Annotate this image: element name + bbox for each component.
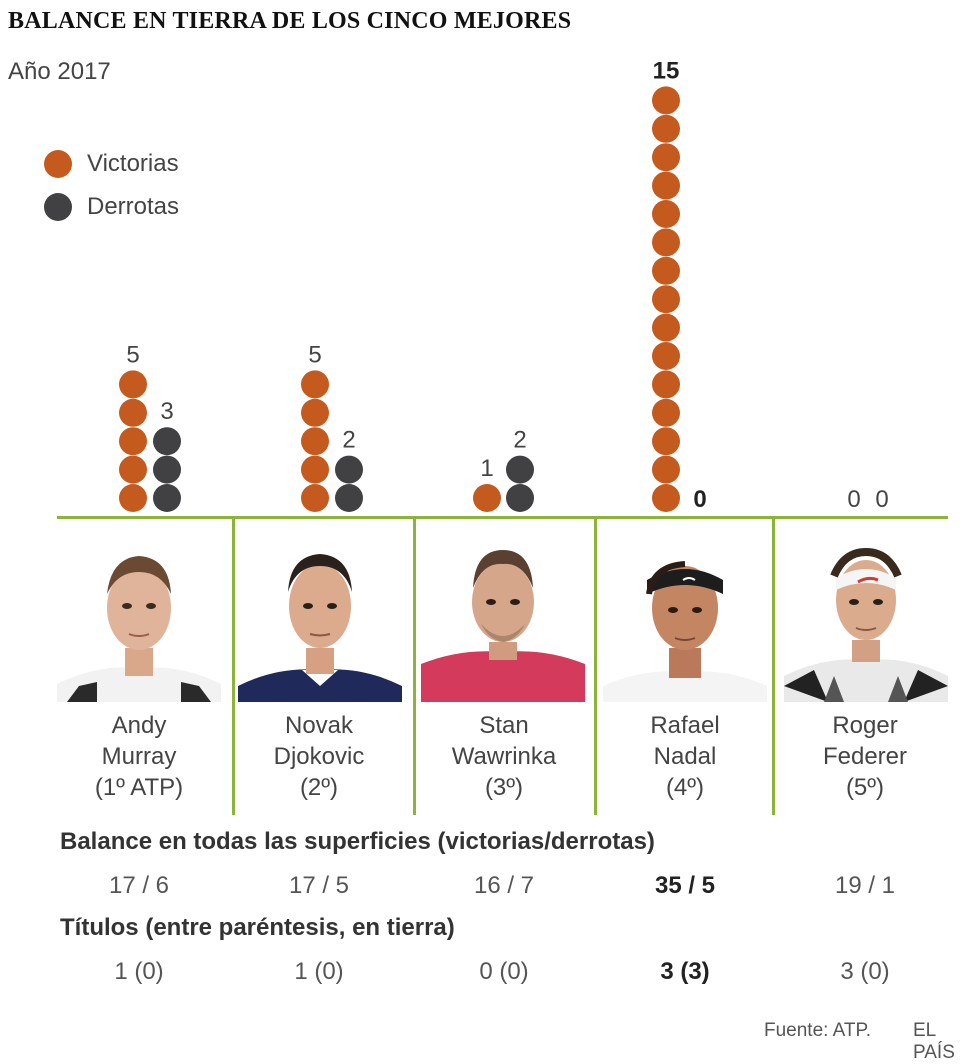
legend-label-wins: Victorias — [87, 149, 179, 177]
win-dot — [119, 484, 147, 512]
win-dot — [119, 455, 147, 484]
win-dot — [301, 370, 329, 399]
win-dot — [652, 256, 680, 285]
player-rank: (4º) — [665, 774, 705, 801]
all-surfaces-value: 35 / 5 — [654, 872, 716, 899]
all-surfaces-value: 16 / 7 — [473, 872, 535, 899]
player-name-murray: Andy Murray (1º ATP) — [49, 710, 229, 803]
win-dot — [652, 285, 680, 314]
titles-heading: Títulos (entre paréntesis, en tierra) — [60, 914, 455, 941]
titles-value: 1 (0) — [114, 958, 164, 985]
all-surfaces-value: 19 / 1 — [834, 872, 896, 899]
player-photo-djokovic — [238, 536, 402, 702]
win-dot — [301, 398, 329, 427]
win-dot — [652, 86, 680, 115]
win-dot — [652, 342, 680, 370]
chart-title: BALANCE EN TIERRA DE LOS CINCO MEJORES — [8, 8, 572, 34]
player-last-name: Wawrinka — [451, 743, 557, 770]
player-rank: (1º ATP) — [94, 774, 184, 801]
player-photo-murray — [57, 536, 221, 702]
win-dot — [652, 200, 680, 228]
win-dot — [652, 484, 680, 512]
wins-dot-icon — [44, 149, 72, 178]
player-first-name: Roger — [832, 712, 898, 739]
loss-dot — [153, 484, 181, 512]
loss-dot — [153, 427, 181, 456]
losses-value-label: 2 — [342, 427, 355, 454]
player-last-name: Nadal — [653, 743, 717, 770]
loss-dot — [335, 484, 363, 512]
legend-label-losses: Derrotas — [87, 192, 180, 220]
win-dot — [652, 228, 680, 257]
player-name-wawrinka: Stan Wawrinka (3º) — [414, 710, 594, 803]
player-first-name: Andy — [111, 712, 167, 739]
win-dot — [652, 313, 680, 342]
losses-value-label: 0 — [875, 486, 888, 513]
column-divider — [594, 517, 597, 815]
win-dot — [652, 171, 680, 200]
losses-dot-icon — [44, 192, 72, 221]
win-dot — [301, 484, 329, 512]
all-surfaces-value: 17 / 5 — [288, 872, 350, 899]
legend-item-wins: Victorias — [44, 142, 179, 185]
column-divider — [413, 517, 416, 815]
player-last-name: Murray — [101, 743, 177, 770]
win-dot — [652, 370, 680, 399]
loss-dot — [335, 455, 363, 484]
player-photo-nadal — [603, 536, 767, 702]
titles-value: 3 (3) — [660, 958, 710, 985]
player-rank: (3º) — [484, 774, 524, 801]
baseline-axis — [57, 516, 948, 519]
titles-value: 0 (0) — [479, 958, 529, 985]
player-first-name: Stan — [479, 712, 529, 739]
player-rank: (5º) — [845, 774, 885, 801]
titles-value: 3 (0) — [840, 958, 890, 985]
win-dot — [473, 484, 501, 512]
loss-dot — [506, 484, 534, 512]
player-first-name: Novak — [284, 712, 354, 739]
player-photo-wawrinka — [421, 536, 585, 702]
win-dot — [301, 455, 329, 484]
player-first-name: Rafael — [650, 712, 720, 739]
player-last-name: Federer — [822, 743, 908, 770]
wins-value-label: 1 — [480, 455, 493, 482]
player-name-federer: Roger Federer (5º) — [775, 710, 955, 803]
win-dot — [652, 427, 680, 456]
player-rank: (2º) — [299, 774, 339, 801]
win-dot — [119, 398, 147, 427]
wins-value-label: 5 — [126, 341, 139, 368]
player-last-name: Djokovic — [273, 743, 365, 770]
player-name-djokovic: Novak Djokovic (2º) — [229, 710, 409, 803]
wins-value-label: 5 — [308, 341, 321, 368]
source-note: Fuente: ATP. — [764, 1020, 872, 1041]
legend-item-losses: Derrotas — [44, 185, 179, 228]
legend: Victorias Derrotas — [44, 142, 179, 228]
brand-credit: EL PAÍS — [913, 1020, 955, 1063]
win-dot — [119, 370, 147, 399]
chart-subtitle: Año 2017 — [8, 58, 111, 85]
win-dot — [652, 114, 680, 143]
win-dot — [301, 427, 329, 456]
win-dot — [652, 143, 680, 172]
wins-value-label: 15 — [653, 57, 680, 84]
column-divider — [232, 517, 235, 815]
win-dot — [652, 398, 680, 427]
column-divider — [772, 517, 775, 815]
losses-value-label: 2 — [513, 427, 526, 454]
win-dot — [119, 427, 147, 456]
player-photo-federer — [784, 536, 948, 702]
losses-value-label: 3 — [160, 398, 173, 425]
all-surfaces-heading: Balance en todas las superficies (victor… — [60, 828, 655, 855]
loss-dot — [153, 455, 181, 484]
loss-dot — [506, 455, 534, 484]
titles-value: 1 (0) — [294, 958, 344, 985]
all-surfaces-value: 17 / 6 — [108, 872, 170, 899]
win-dot — [652, 455, 680, 484]
losses-value-label: 0 — [693, 486, 706, 513]
player-name-nadal: Rafael Nadal (4º) — [595, 710, 775, 803]
wins-value-label: 0 — [847, 486, 860, 513]
